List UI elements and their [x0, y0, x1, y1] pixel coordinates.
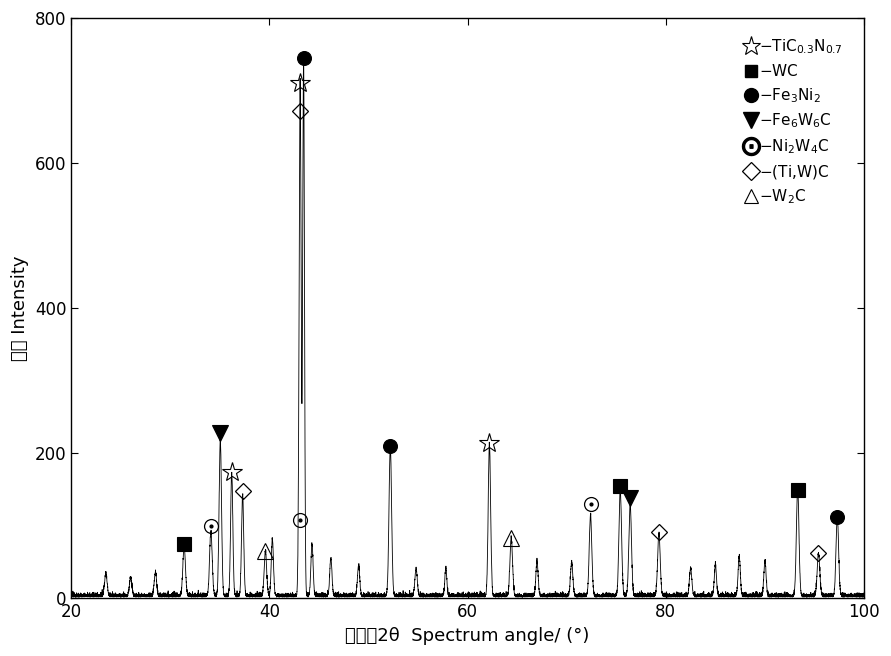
Legend: $-$TiC$_{0.3}$N$_{0.7}$, $-$WC, $-$Fe$_3$Ni$_2$, $-$Fe$_6$W$_6$C, $-$Ni$_2$W$_4$: $-$TiC$_{0.3}$N$_{0.7}$, $-$WC, $-$Fe$_3…: [742, 31, 848, 213]
X-axis label: 衍射角2θ  Spectrum angle/ (°): 衍射角2θ Spectrum angle/ (°): [346, 627, 590, 645]
Y-axis label: 強度 Intensity: 強度 Intensity: [11, 256, 29, 361]
